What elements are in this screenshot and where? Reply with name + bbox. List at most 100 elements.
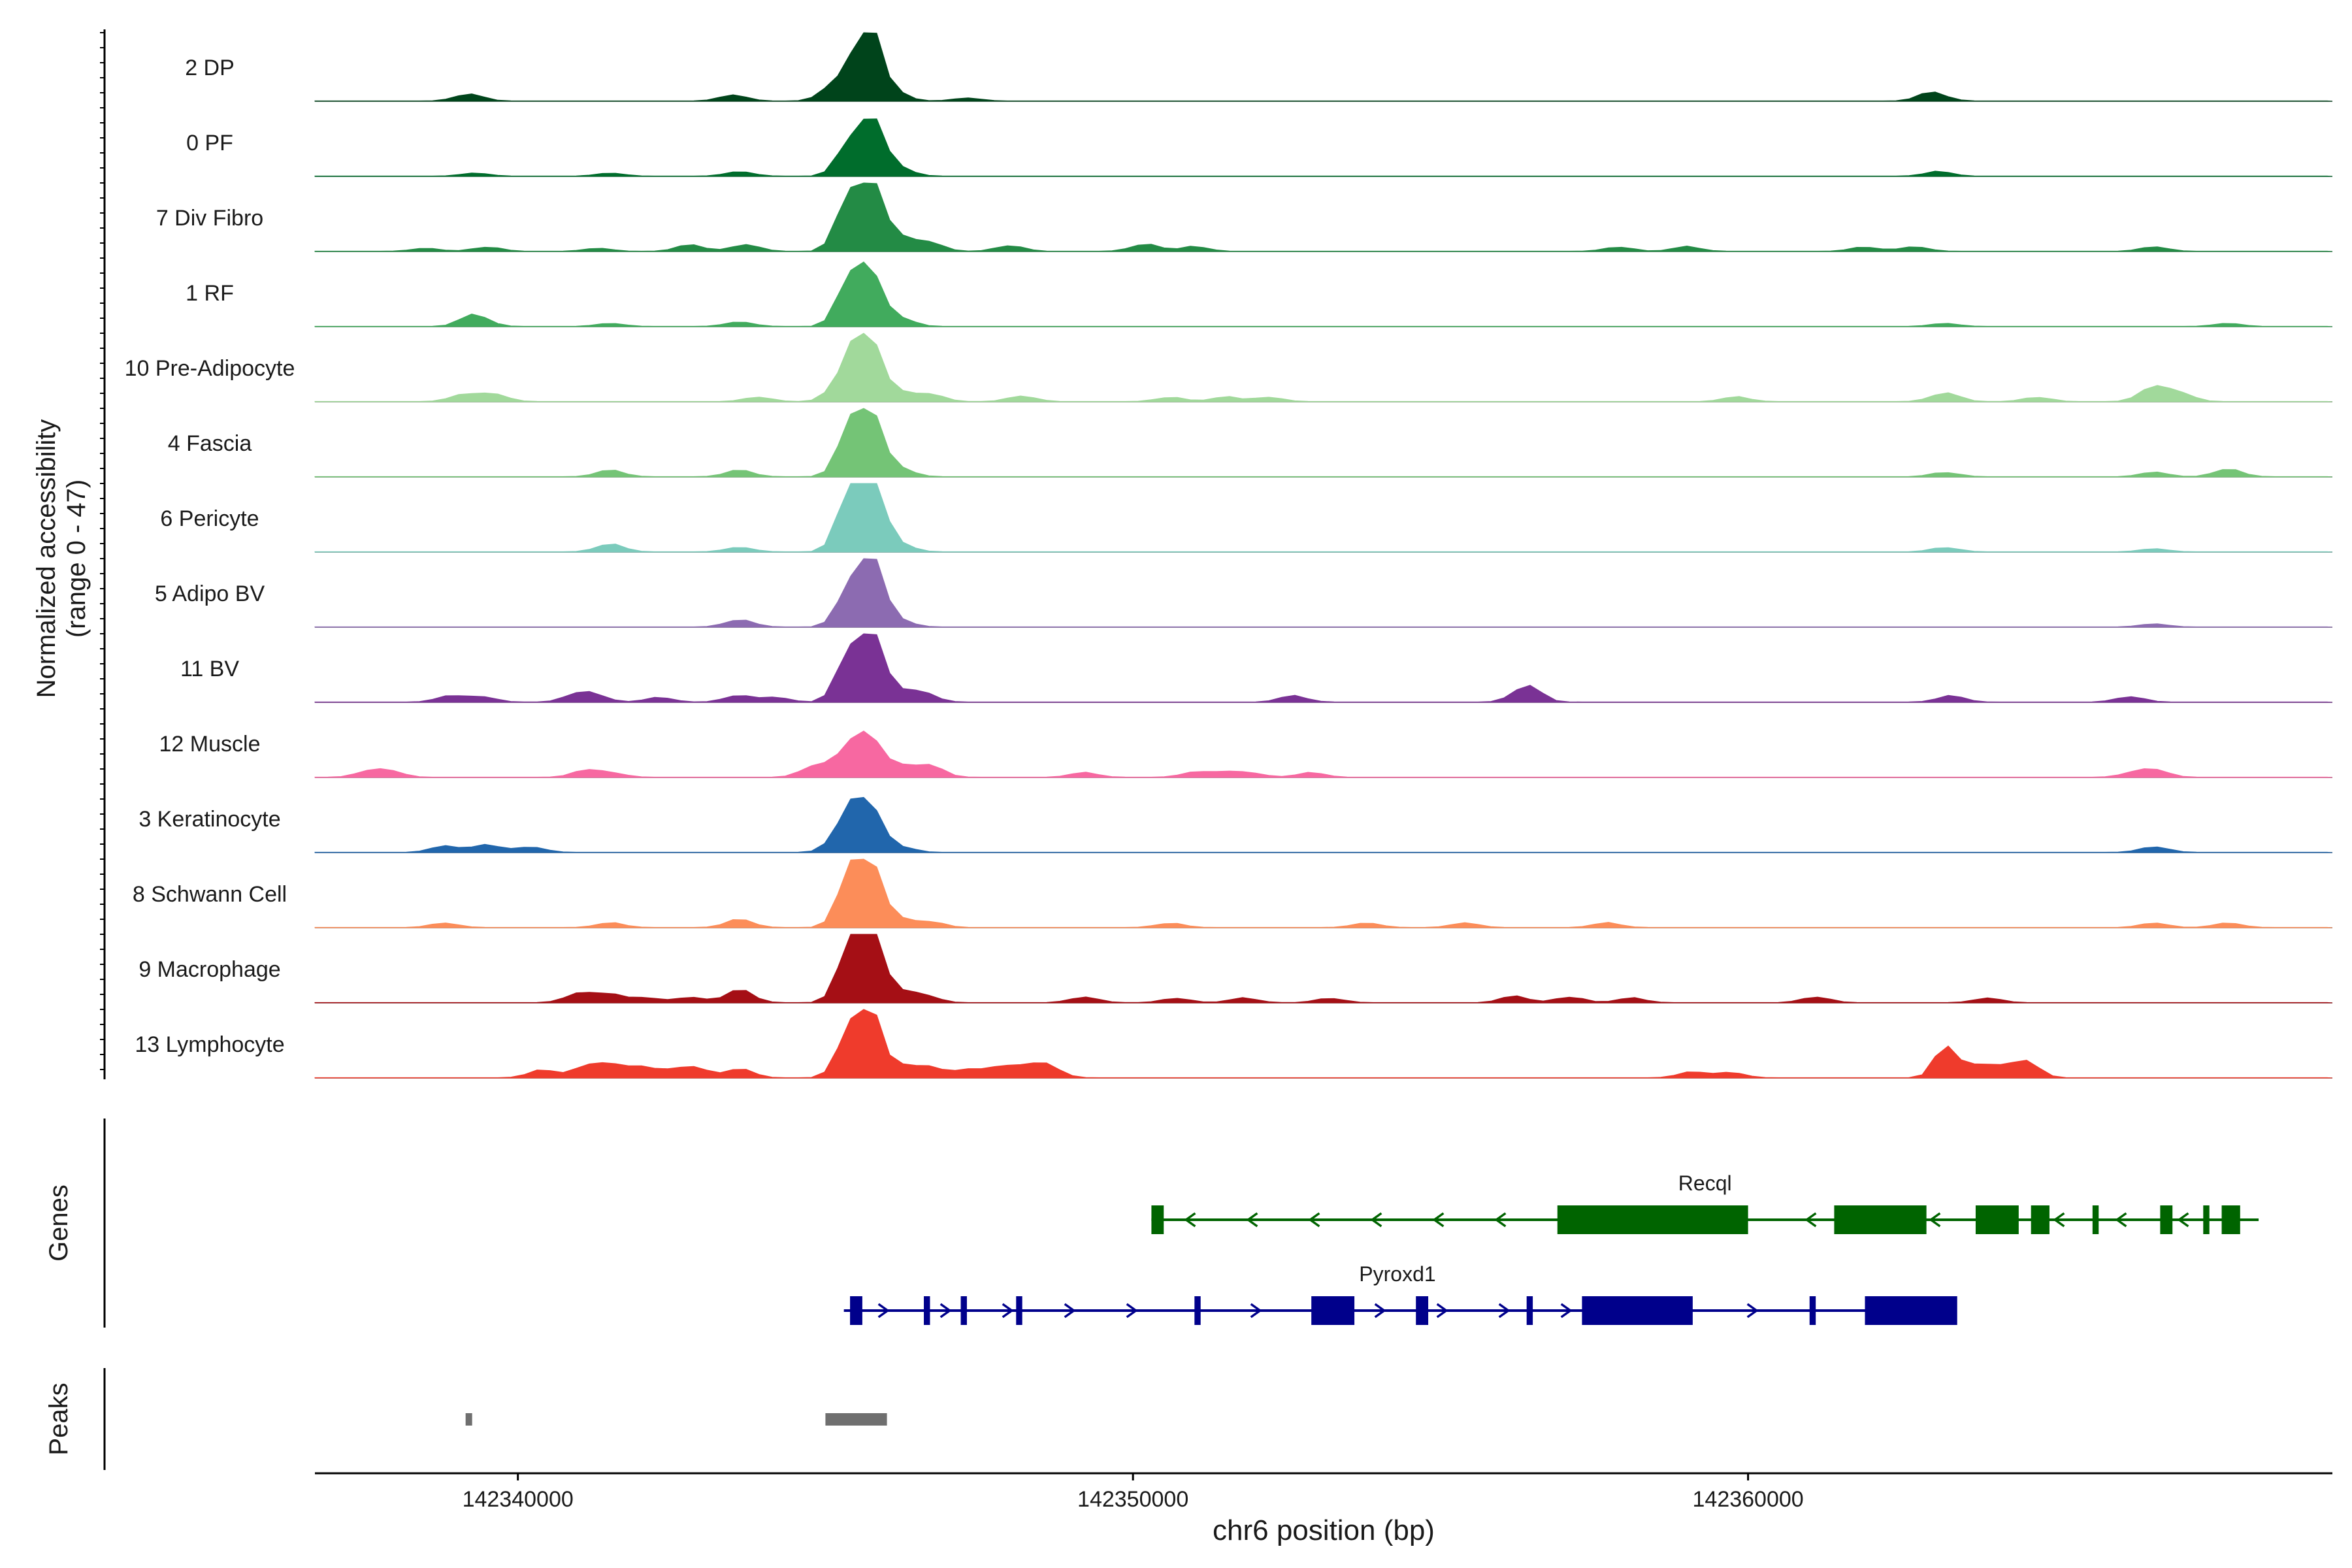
strand-arrow: [1184, 1212, 1196, 1228]
coverage-axis-ticks: [100, 32, 105, 1070]
strand-arrow: [1929, 1212, 1941, 1228]
strand-arrow: [1374, 1303, 1386, 1318]
track-area: [314, 118, 2333, 177]
track-label: 11 BV: [180, 657, 239, 681]
strand-arrow: [1746, 1303, 1759, 1318]
track-label: 2 DP: [185, 56, 235, 80]
x-axis-ticks: 142340000 142350000 142360000: [463, 1473, 1804, 1512]
track-label: 6 Pericyte: [160, 506, 259, 531]
track-label: 0 PF: [186, 131, 233, 155]
gene-name-label: Pyroxd1: [1359, 1262, 1435, 1286]
peak-regions: [465, 1413, 887, 1426]
y-axis-label: Normalized accessibility: [32, 419, 61, 698]
gene-name-label: Recql: [1678, 1171, 1732, 1195]
gene-exon: [960, 1296, 967, 1325]
strand-arrow: [877, 1303, 890, 1318]
strand-arrow: [1560, 1303, 1573, 1318]
gene-exon: [2092, 1205, 2099, 1234]
track-label: 8 Schwann Cell: [133, 882, 287, 907]
strand-arrow: [2177, 1212, 2189, 1228]
strand-arrow: [1002, 1303, 1014, 1318]
accessibility-tracks: 2 DP 0 PF 7 Div Fibro 1 RF 10 Pre-Adipocyte 4…: [125, 32, 2333, 1079]
track-area: [314, 261, 2333, 327]
gene-exon: [2221, 1205, 2240, 1234]
peak-region: [465, 1413, 472, 1426]
gene-exon: [1557, 1205, 1748, 1234]
track-3-keratinocyte: 3 Keratinocyte: [139, 796, 2333, 853]
track-label: 7 Div Fibro: [156, 206, 263, 231]
track-label: 3 Keratinocyte: [139, 807, 280, 832]
track-0-pf: 0 PF: [186, 118, 2333, 177]
strand-arrow: [1805, 1212, 1817, 1228]
track-11-bv: 11 BV: [180, 633, 2333, 703]
track-5-adipo-bv: 5 Adipo BV: [155, 558, 2333, 628]
track-area: [314, 483, 2333, 553]
x-tick-label: 142350000: [1077, 1487, 1188, 1512]
genes-panel-label: Genes: [44, 1184, 73, 1262]
track-area: [314, 730, 2333, 778]
track-label: 4 Fascia: [168, 431, 252, 456]
strand-arrow: [1432, 1212, 1445, 1228]
track-4-fascia: 4 Fascia: [168, 408, 2333, 478]
track-13-lymphocyte: 13 Lymphocyte: [135, 1009, 2333, 1079]
track-label: 1 RF: [186, 281, 234, 306]
track-label: 12 Muscle: [159, 732, 261, 757]
track-area: [314, 182, 2333, 252]
track-area: [314, 1009, 2333, 1079]
gene-exon: [1151, 1205, 1164, 1234]
x-tick-label: 142340000: [463, 1487, 574, 1512]
peak-region: [825, 1413, 887, 1426]
track-label: 10 Pre-Adipocyte: [125, 356, 295, 381]
gene-exon: [2031, 1205, 2050, 1234]
gene-exon: [1809, 1296, 1816, 1325]
track-area: [314, 408, 2333, 478]
track-area: [314, 934, 2333, 1004]
track-label: 9 Macrophage: [139, 957, 280, 982]
gene-exon: [1834, 1205, 1927, 1234]
strand-arrow: [1308, 1212, 1320, 1228]
track-label: 13 Lymphocyte: [135, 1032, 284, 1057]
gene-exon: [1975, 1205, 2019, 1234]
gene-exon: [1526, 1296, 1533, 1325]
track-2-dp: 2 DP: [185, 32, 2333, 102]
strand-arrow: [1370, 1212, 1382, 1228]
strand-arrow: [1494, 1212, 1507, 1228]
gene-exon: [2203, 1205, 2210, 1234]
track-10-pre-adipocyte: 10 Pre-Adipocyte: [125, 333, 2333, 402]
gene-exon: [1582, 1296, 1693, 1325]
gene-exon: [1016, 1296, 1022, 1325]
strand-arrow: [1250, 1303, 1262, 1318]
strand-arrow: [1498, 1303, 1511, 1318]
gene-exon: [924, 1296, 930, 1325]
strand-arrow: [939, 1303, 952, 1318]
gene-annotations: Recql Pyroxd1: [843, 1171, 2259, 1325]
track-label: 5 Adipo BV: [155, 581, 265, 606]
gene-exon: [1194, 1296, 1201, 1325]
x-axis-label: chr6 position (bp): [1213, 1514, 1435, 1546]
gene-pyroxd1: Pyroxd1: [843, 1262, 1957, 1325]
gene-exon: [850, 1296, 862, 1325]
gene-recql: Recql: [1151, 1171, 2259, 1234]
peaks-panel-label: Peaks: [44, 1382, 73, 1455]
strand-arrow: [2115, 1212, 2127, 1228]
gene-exon: [2160, 1205, 2173, 1234]
strand-arrow: [1246, 1212, 1258, 1228]
track-9-macrophage: 9 Macrophage: [139, 934, 2333, 1004]
gene-exon: [1865, 1296, 1957, 1325]
strand-arrow: [1126, 1303, 1138, 1318]
track-12-muscle: 12 Muscle: [159, 730, 2333, 778]
track-area: [314, 796, 2333, 853]
track-8-schwann-cell: 8 Schwann Cell: [133, 858, 2333, 928]
strand-arrow: [1436, 1303, 1448, 1318]
track-area: [314, 558, 2333, 628]
strand-arrow: [2053, 1212, 2065, 1228]
track-area: [314, 333, 2333, 402]
track-area: [314, 633, 2333, 703]
gene-exon: [1311, 1296, 1355, 1325]
x-tick-label: 142360000: [1693, 1487, 1804, 1512]
track-6-pericyte: 6 Pericyte: [160, 483, 2333, 553]
strand-arrow: [1064, 1303, 1076, 1318]
gene-exon: [1416, 1296, 1429, 1325]
track-area: [314, 858, 2333, 928]
